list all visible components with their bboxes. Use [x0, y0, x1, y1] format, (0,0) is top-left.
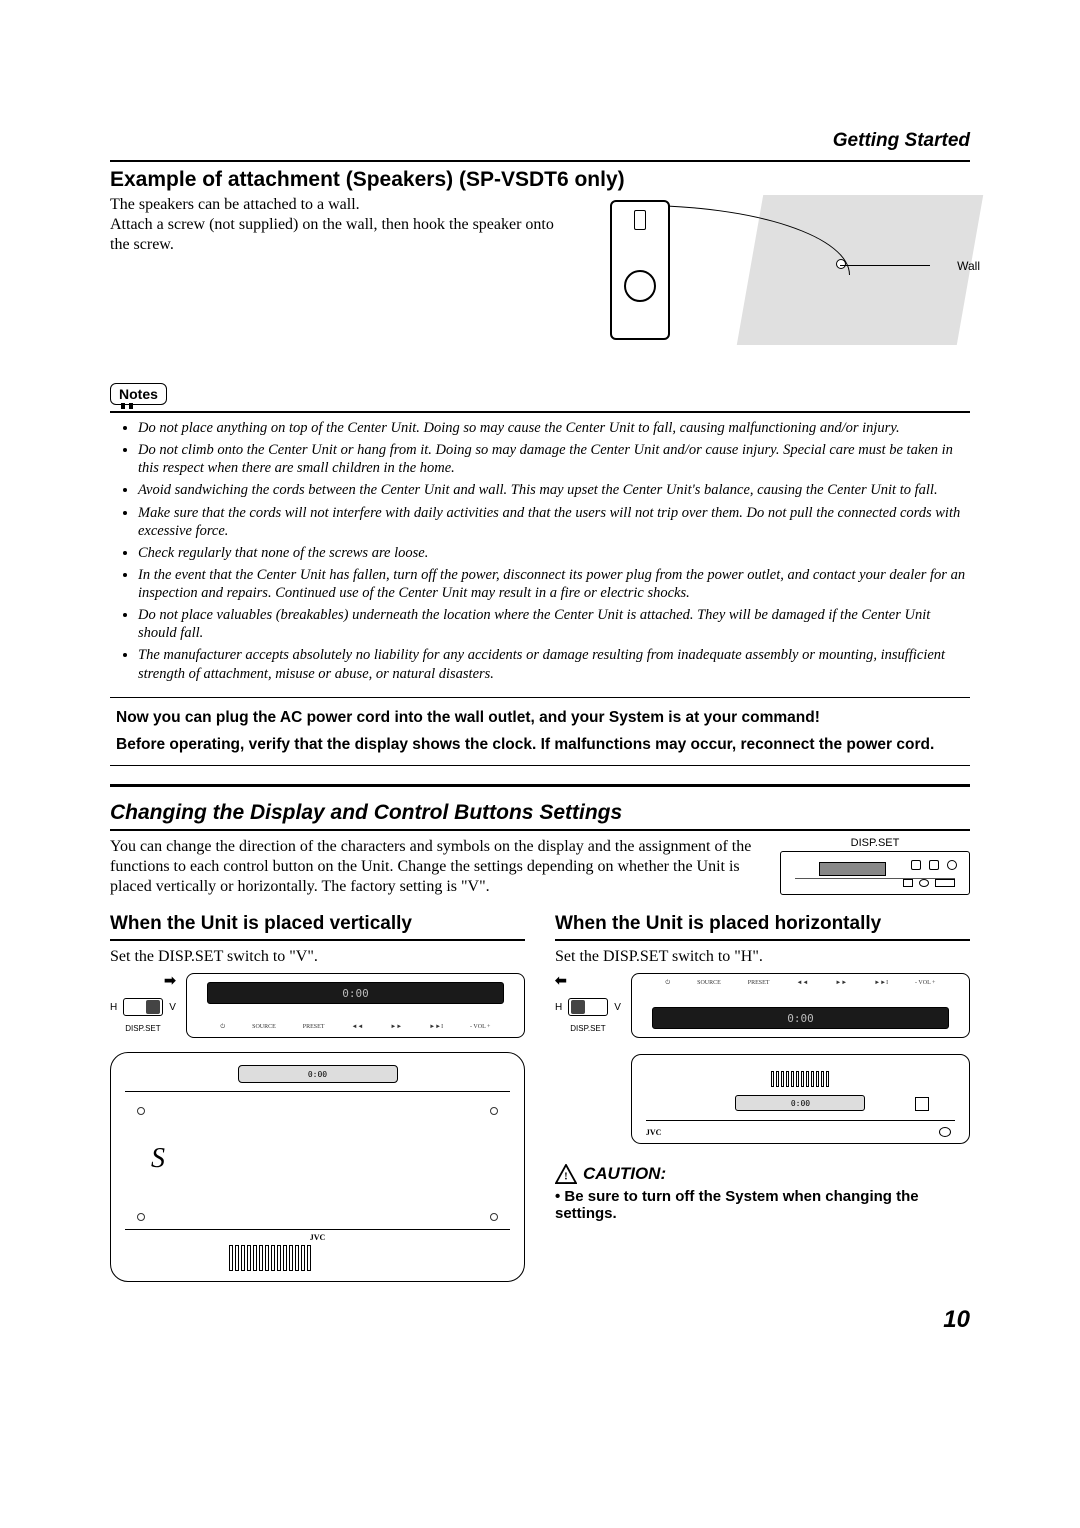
vertical-column: When the Unit is placed vertically Set t…: [110, 913, 525, 1282]
screw-icon: [490, 1213, 498, 1221]
rule-thick: [110, 784, 970, 787]
dispset-label: DISP.SET: [780, 837, 970, 849]
vent-slots: [771, 1071, 829, 1087]
attach-row: The speakers can be attached to a wall. …: [110, 195, 970, 355]
horizontal-column: When the Unit is placed horizontally Set…: [555, 913, 970, 1282]
dispset-switch: [568, 998, 608, 1016]
port-icon: [935, 879, 955, 887]
screw-icon: [137, 1107, 145, 1115]
notes-section: Notes Do not place anything on top of th…: [110, 383, 970, 683]
dispset-panel: [780, 851, 970, 895]
switch-knob: [571, 1000, 585, 1014]
note-item: Check regularly that none of the screws …: [138, 544, 970, 562]
speaker-hook: [634, 210, 646, 230]
panel-btn: [911, 860, 921, 870]
switch-group: ⬅ H V DISP.SET: [555, 973, 621, 1033]
note-item: The manufacturer accepts absolutely no l…: [138, 646, 970, 682]
svg-text:!: !: [564, 1171, 568, 1183]
caution-title: CAUTION:: [583, 1164, 666, 1184]
orientation-columns: When the Unit is placed vertically Set t…: [110, 913, 970, 1282]
note-item: Make sure that the cords will not interf…: [138, 504, 970, 540]
switch-label-v: V: [614, 1002, 621, 1013]
vertical-title: When the Unit is placed vertically: [110, 913, 525, 935]
display-settings-title: Changing the Display and Control Buttons…: [110, 801, 970, 825]
speaker-wall-diagram: Wall: [580, 195, 970, 355]
switch-group: ➡ H V DISP.SET: [110, 973, 176, 1033]
wall-label: Wall: [957, 259, 980, 273]
rule: [110, 829, 970, 831]
switch-caption: DISP.SET: [110, 1024, 176, 1033]
vent-slots: [228, 1245, 408, 1275]
arrow-right-icon: ➡: [110, 973, 176, 990]
note-item: Do not climb onto the Center Unit or han…: [138, 441, 970, 477]
arrow-left-icon: ⬅: [555, 973, 621, 990]
dispset-lcd: [819, 862, 887, 876]
caution-body: • Be sure to turn off the System when ch…: [555, 1188, 970, 1222]
note-item: In the event that the Center Unit has fa…: [138, 566, 970, 602]
power-line-1: Now you can plug the AC power cord into …: [116, 708, 964, 729]
unit-top-diagram: 0:00 ⏻SOURCEPRESET◄◄►►►►I- VOL +: [186, 973, 525, 1038]
unit-front-horizontal: 0:00 JVC: [631, 1054, 970, 1144]
horizontal-instruction: Set the DISP.SET switch to "H".: [555, 947, 970, 967]
screw-icon: [490, 1107, 498, 1115]
unit-front-vertical: 0:00 S JVC: [110, 1052, 525, 1282]
rule: [110, 939, 525, 941]
jvc-logo: JVC: [646, 1128, 662, 1137]
divider-line: [646, 1120, 955, 1121]
speaker-outline: [610, 200, 670, 340]
panel-knob: [947, 860, 957, 870]
jvc-logo: JVC: [310, 1233, 326, 1242]
power-line-2: Before operating, verify that the displa…: [116, 735, 964, 756]
unit-controls: ⏻SOURCEPRESET◄◄►►►►I- VOL +: [207, 1024, 504, 1031]
switch-label-h: H: [555, 1002, 562, 1013]
warning-triangle-icon: !: [555, 1164, 577, 1184]
front-port-icon: [939, 1127, 951, 1137]
note-item: Avoid sandwiching the cords between the …: [138, 481, 970, 499]
dispset-switch: [123, 998, 163, 1016]
label-leader: [840, 265, 930, 266]
port-icon: [903, 879, 913, 887]
section-header: Getting Started: [110, 130, 970, 152]
switch-label-v: V: [169, 1002, 176, 1013]
attach-body: The speakers can be attached to a wall. …: [110, 195, 560, 255]
caution-heading: ! CAUTION:: [555, 1164, 970, 1184]
unit-controls: ⏻SOURCEPRESET◄◄►►►►I- VOL +: [652, 980, 949, 987]
power-note-box: Now you can plug the AC power cord into …: [110, 697, 970, 767]
panel-btn: [929, 860, 939, 870]
rule: [110, 160, 970, 162]
attach-title: Example of attachment (Speakers) (SP-VSD…: [110, 168, 970, 192]
unit-display: 0:00: [652, 1007, 949, 1029]
screw-icon: [137, 1213, 145, 1221]
screw-icon: [836, 259, 846, 269]
display-settings-body: You can change the direction of the char…: [110, 837, 756, 897]
vertical-instruction: Set the DISP.SET switch to "V".: [110, 947, 525, 967]
port-icon: [919, 879, 929, 887]
unit-front-display: 0:00: [238, 1065, 398, 1083]
dispset-figure: DISP.SET: [780, 837, 970, 895]
s-logo: S: [151, 1143, 165, 1175]
note-item: Do not place anything on top of the Cent…: [138, 419, 970, 437]
unit-front-display: 0:00: [735, 1095, 865, 1111]
unit-top-diagram: ⏻SOURCEPRESET◄◄►►►►I- VOL + 0:00: [631, 973, 970, 1038]
front-button: [915, 1097, 929, 1111]
unit-display: 0:00: [207, 982, 504, 1004]
display-settings-row: You can change the direction of the char…: [110, 837, 970, 897]
horizontal-title: When the Unit is placed horizontally: [555, 913, 970, 935]
page-number: 10: [110, 1306, 970, 1334]
switch-knob: [146, 1000, 160, 1014]
switch-label-h: H: [110, 1002, 117, 1013]
rule: [555, 939, 970, 941]
note-item: Do not place valuables (breakables) unde…: [138, 606, 970, 642]
notes-badge: Notes: [110, 383, 167, 405]
rule: [110, 411, 970, 413]
switch-caption: DISP.SET: [555, 1024, 621, 1033]
notes-list: Do not place anything on top of the Cent…: [110, 419, 970, 683]
